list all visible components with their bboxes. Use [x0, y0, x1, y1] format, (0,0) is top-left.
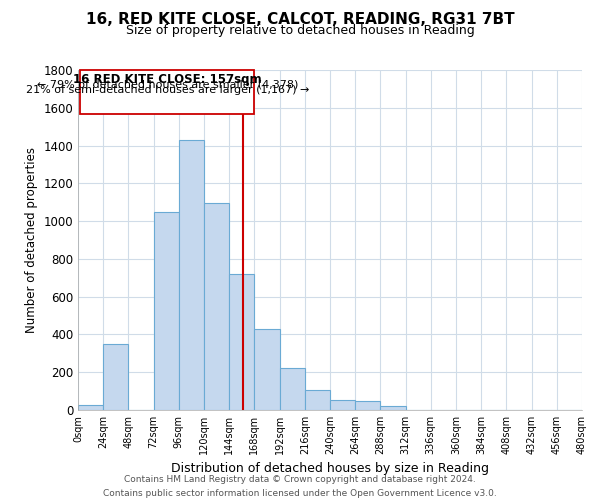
Bar — [204, 203, 229, 410]
Bar — [229, 274, 254, 410]
Text: ← 79% of detached houses are smaller (4,378): ← 79% of detached houses are smaller (4,… — [37, 80, 298, 90]
FancyBboxPatch shape — [80, 70, 254, 114]
Text: 16, RED KITE CLOSE, CALCOT, READING, RG31 7BT: 16, RED KITE CLOSE, CALCOT, READING, RG3… — [86, 12, 514, 28]
Text: Contains HM Land Registry data © Crown copyright and database right 2024.
Contai: Contains HM Land Registry data © Crown c… — [103, 476, 497, 498]
Bar — [380, 406, 406, 410]
Bar — [78, 406, 103, 410]
Bar — [330, 400, 355, 410]
Text: Size of property relative to detached houses in Reading: Size of property relative to detached ho… — [125, 24, 475, 37]
Y-axis label: Number of detached properties: Number of detached properties — [25, 147, 38, 333]
X-axis label: Distribution of detached houses by size in Reading: Distribution of detached houses by size … — [171, 462, 489, 475]
Bar — [254, 329, 280, 410]
Bar — [179, 140, 204, 410]
Bar — [103, 344, 128, 410]
Bar — [305, 390, 330, 410]
Text: 21% of semi-detached houses are larger (1,167) →: 21% of semi-detached houses are larger (… — [26, 86, 309, 96]
Bar — [355, 400, 380, 410]
Text: 16 RED KITE CLOSE: 157sqm: 16 RED KITE CLOSE: 157sqm — [73, 74, 262, 86]
Bar — [154, 212, 179, 410]
Bar — [280, 368, 305, 410]
